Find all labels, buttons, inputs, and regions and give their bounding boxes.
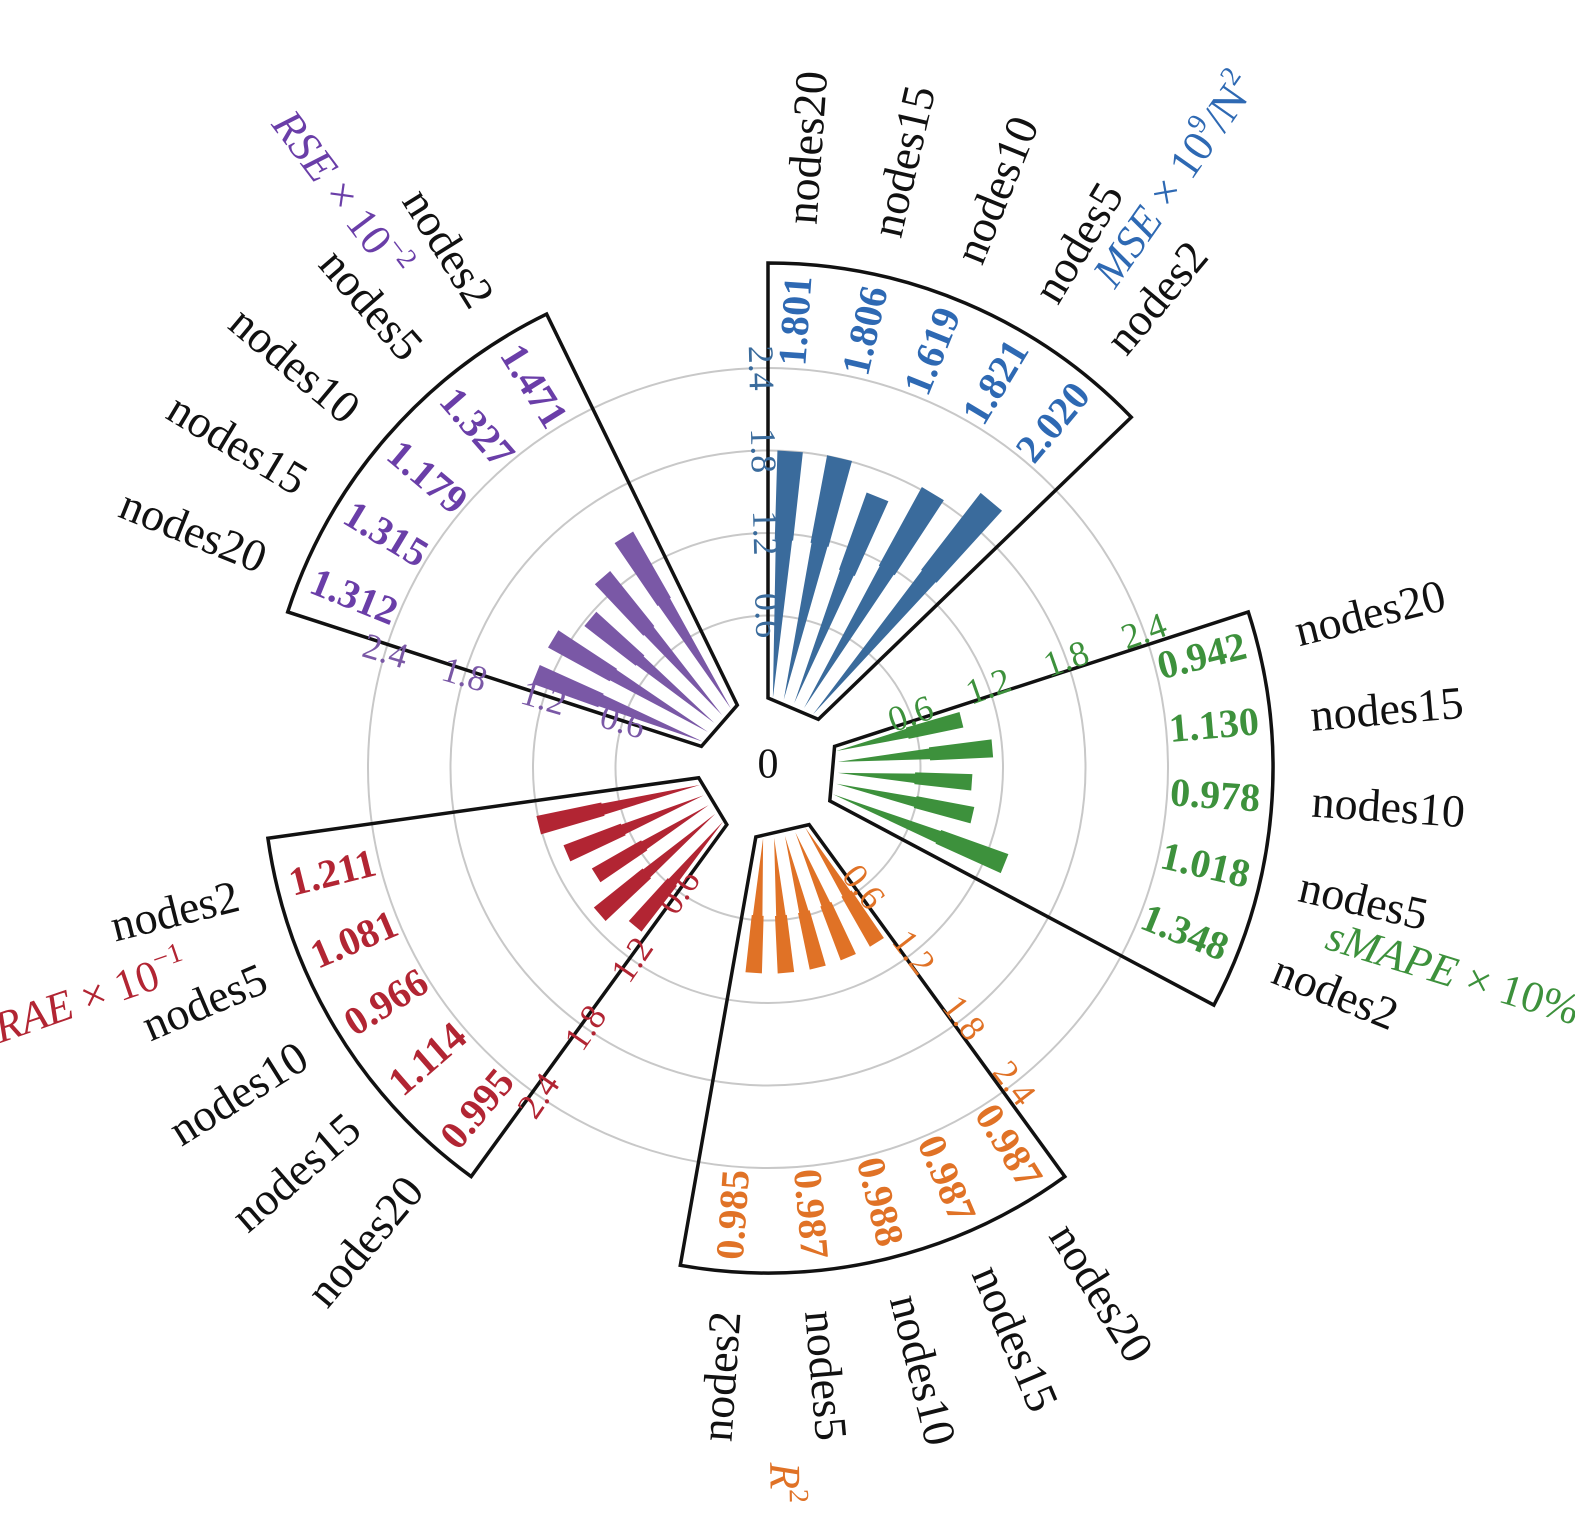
radial-tick-label: 1.8 — [437, 649, 492, 700]
value-label: 0.987 — [966, 1096, 1052, 1196]
bar-4-nodes15 — [593, 813, 716, 922]
value-label: 1.348 — [1135, 894, 1235, 969]
bar-3-nodes15 — [795, 832, 856, 961]
value-label: 1.081 — [304, 901, 404, 978]
bar-1-nodes15 — [783, 455, 852, 700]
value-label: 1.821 — [953, 332, 1038, 432]
category-label: nodes15 — [861, 81, 945, 242]
panel-outline-2 — [827, 609, 1275, 1008]
radial-tick-label: 0.6 — [747, 592, 788, 638]
category-label: nodes20 — [113, 478, 274, 583]
category-label: nodes15 — [962, 1258, 1069, 1419]
bar-5-nodes5 — [594, 570, 723, 716]
bar-5-nodes10 — [584, 611, 715, 724]
category-label: nodes15 — [159, 382, 317, 505]
value-label: 1.806 — [833, 282, 897, 380]
radial-tick-label: 1.2 — [884, 922, 943, 982]
bar-1-nodes5 — [804, 486, 944, 708]
bar-3-nodes10 — [784, 835, 826, 970]
category-label: nodes10 — [220, 296, 370, 434]
panel-outline-1 — [766, 261, 1134, 722]
value-label: 1.018 — [1157, 833, 1255, 897]
category-label: nodes5 — [795, 1308, 857, 1442]
bar-2-nodes20 — [835, 712, 964, 752]
value-label: 2.020 — [1006, 373, 1098, 471]
radial-tick-label: 1.8 — [935, 988, 994, 1048]
value-label: 0.985 — [707, 1168, 758, 1261]
category-label: nodes20 — [1289, 570, 1450, 657]
bar-2-nodes2 — [832, 794, 1009, 874]
panel-outline-3 — [678, 822, 1068, 1275]
metric-title: R2 — [760, 1461, 814, 1504]
bar-2-nodes10 — [837, 772, 973, 791]
bar-1-nodes2 — [812, 492, 1003, 715]
value-label: 1.619 — [894, 301, 969, 401]
value-label: 1.801 — [769, 274, 820, 367]
value-label: 0.987 — [785, 1167, 838, 1261]
value-label: 1.114 — [379, 1013, 475, 1105]
bar-4-nodes10 — [591, 805, 709, 883]
bar-2-nodes5 — [836, 783, 975, 824]
bar-5-nodes20 — [532, 664, 704, 742]
value-label: 0.966 — [336, 959, 436, 1045]
value-label: 1.130 — [1167, 698, 1261, 751]
bar-3-nodes5 — [774, 837, 795, 974]
radial-tick-label: 2.4 — [509, 1066, 567, 1126]
value-label: 1.315 — [336, 491, 436, 576]
category-label: nodes15 — [1308, 677, 1465, 741]
value-label: 0.987 — [909, 1128, 986, 1228]
radial-tick-label: 1.8 — [743, 427, 784, 473]
bar-3-nodes2 — [745, 837, 764, 974]
bar-layer — [532, 450, 1009, 974]
category-label: nodes10 — [1310, 776, 1467, 838]
radial-tick-label: 0.6 — [596, 696, 651, 747]
value-label: 1.211 — [284, 840, 380, 905]
bar-4-nodes20 — [628, 821, 724, 932]
bar-5-nodes15 — [548, 630, 708, 732]
category-label: nodes20 — [776, 69, 838, 226]
category-label: nodes10 — [944, 109, 1049, 270]
bar-2-nodes15 — [837, 739, 994, 762]
category-label: nodes20 — [1039, 1214, 1164, 1371]
panel-outline-4 — [265, 775, 729, 1179]
panel-outline-layer — [265, 261, 1275, 1275]
radial-tick-label: 1.2 — [603, 930, 661, 990]
radial-tick-label: 2.4 — [741, 345, 782, 391]
bar-3-nodes20 — [805, 827, 884, 947]
category-label: nodes10 — [880, 1289, 967, 1450]
bar-1-nodes20 — [772, 450, 803, 699]
bar-4-nodes5 — [563, 795, 704, 862]
center-zero-label: 0 — [758, 742, 779, 788]
radial-tick-label: 1.2 — [745, 510, 786, 556]
bar-4-nodes2 — [536, 784, 701, 835]
category-label: nodes20 — [296, 1166, 434, 1316]
value-label: 0.988 — [848, 1153, 913, 1251]
bar-1-nodes10 — [794, 492, 889, 704]
radial-tick-label: 0.6 — [649, 862, 707, 922]
bar-5-nodes2 — [614, 531, 731, 709]
category-label: nodes2 — [691, 1310, 751, 1444]
value-label: 0.978 — [1169, 769, 1262, 820]
category-label: nodes10 — [160, 1031, 317, 1156]
panel-outline-5 — [285, 311, 740, 749]
